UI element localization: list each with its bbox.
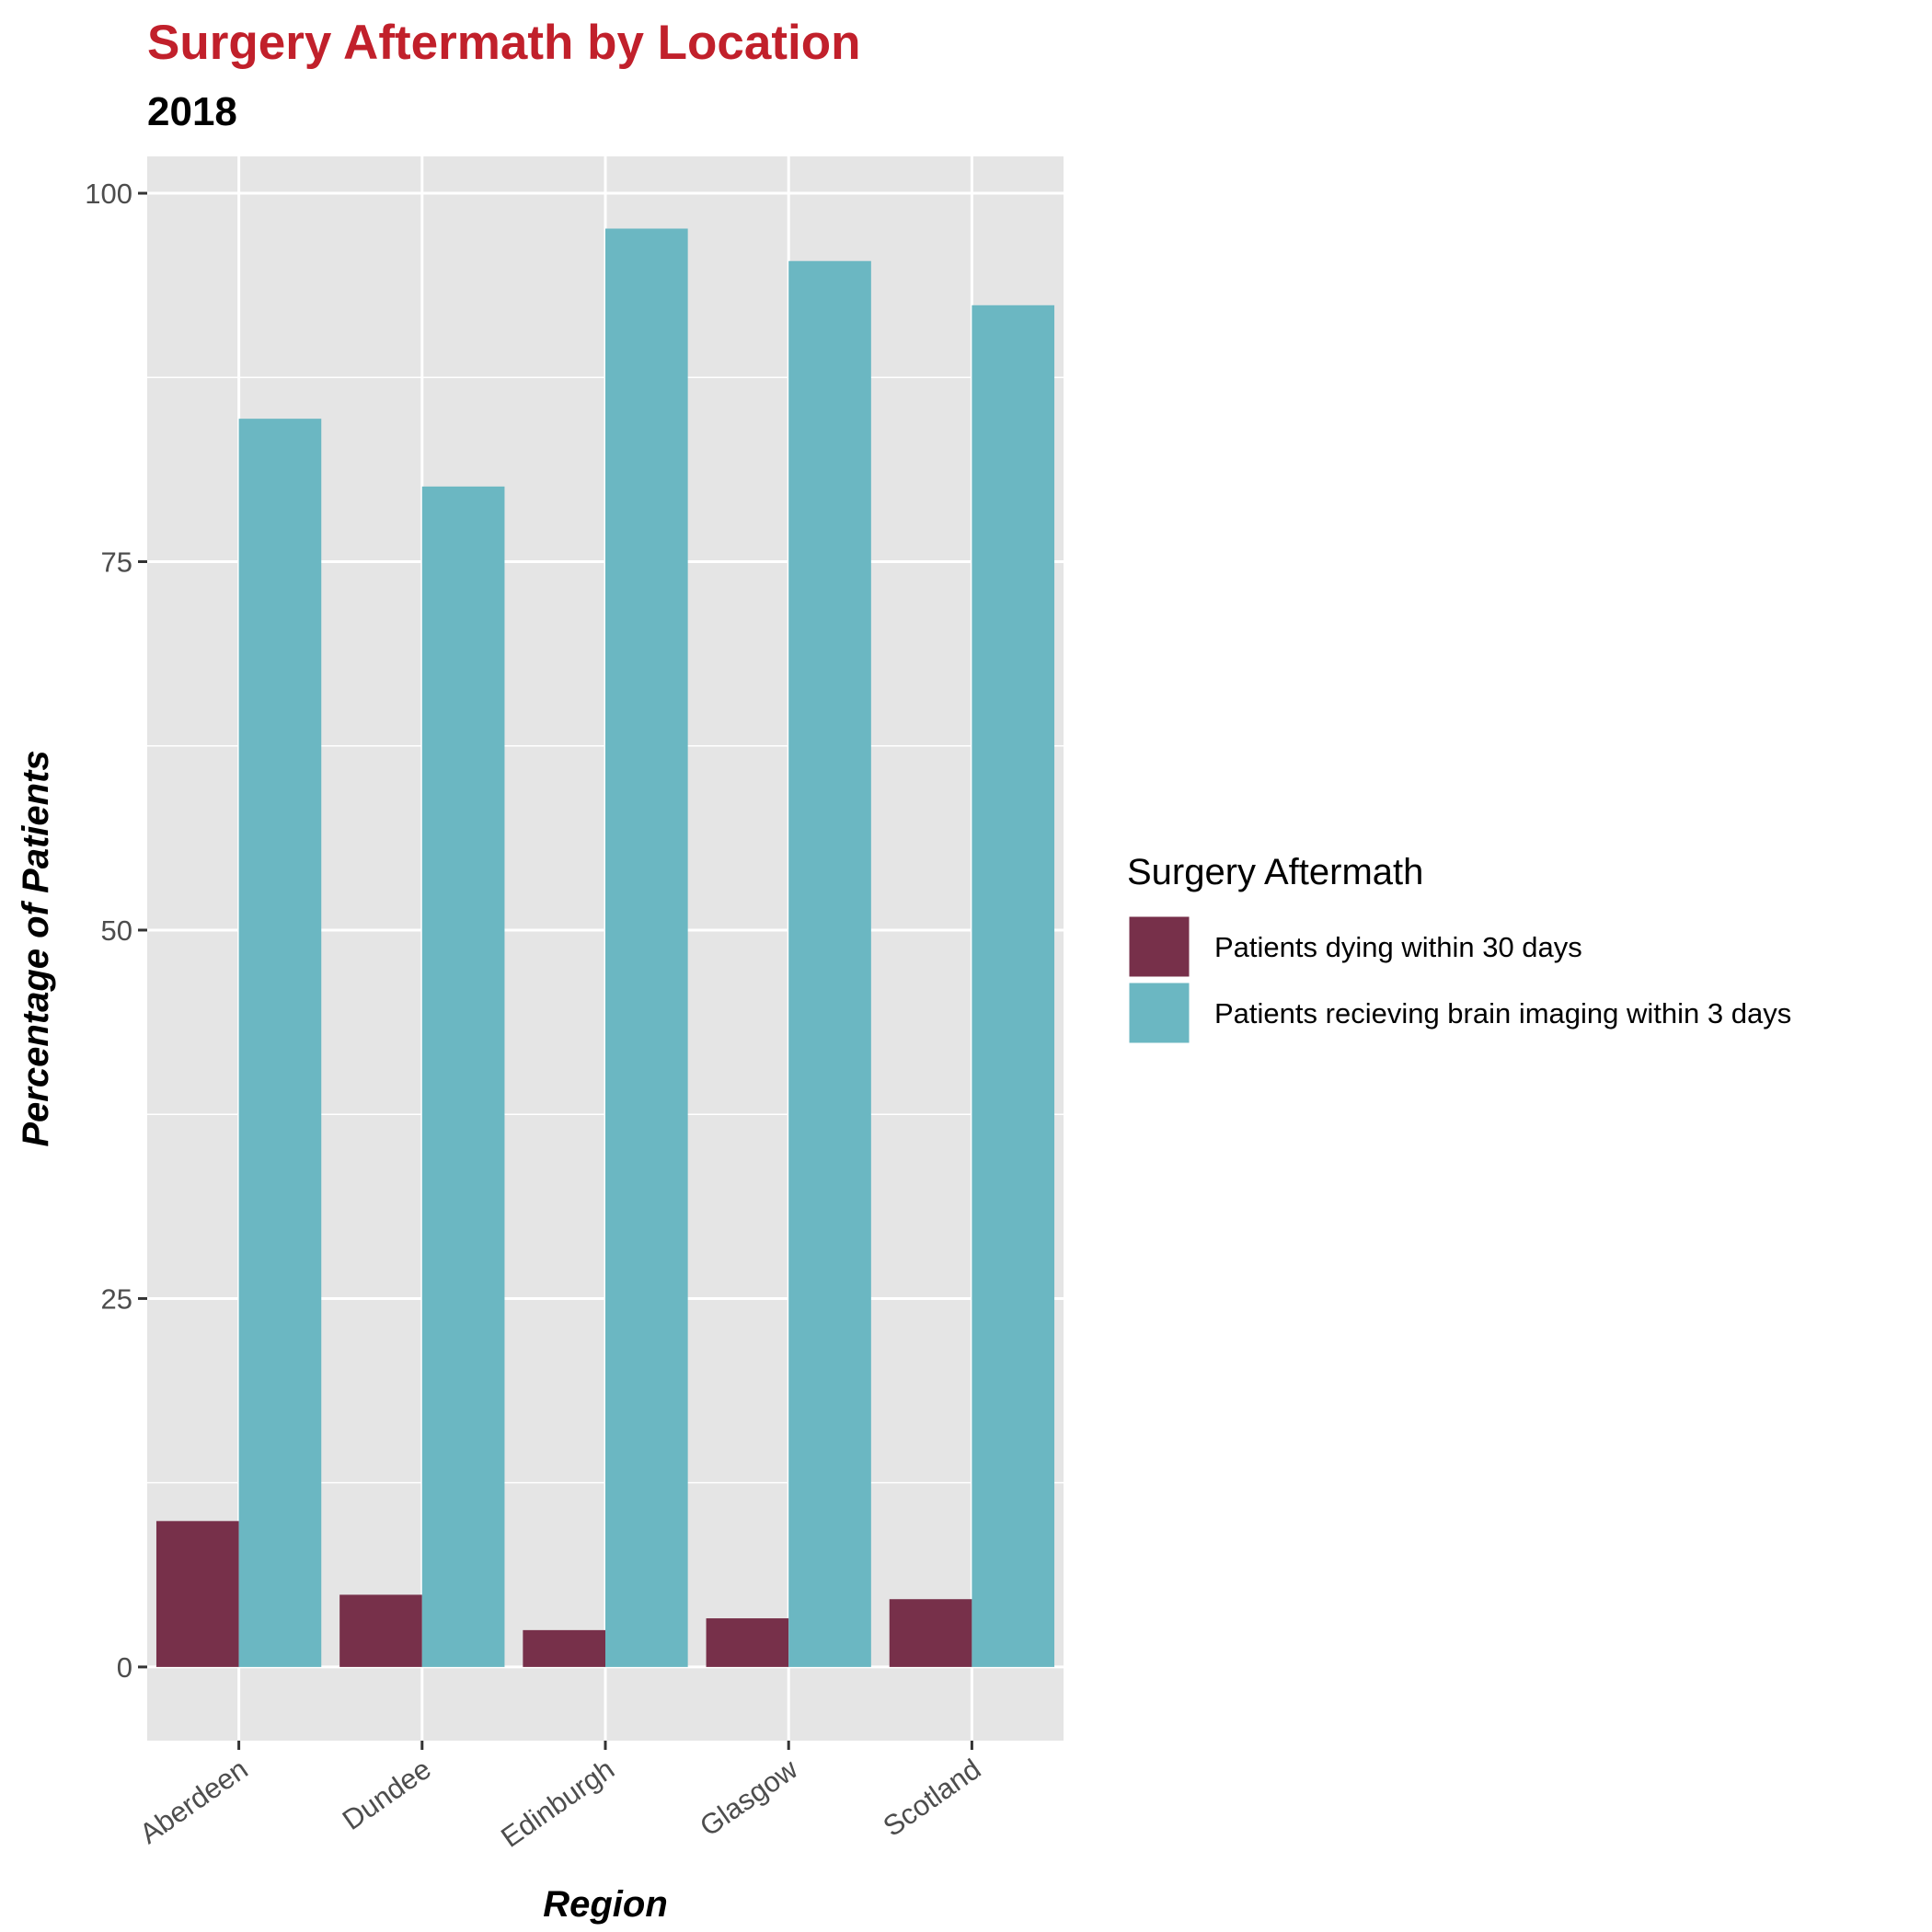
bar-aberdeen-series-1 <box>155 1521 239 1667</box>
bar-scotland-series-1 <box>889 1599 972 1667</box>
y-tick-label: 25 <box>101 1282 132 1315</box>
bar-dundee-series-2 <box>421 486 505 1667</box>
bar-edinburgh-series-2 <box>605 228 688 1667</box>
bar-dundee-series-1 <box>339 1594 422 1667</box>
bar-aberdeen-series-2 <box>238 419 322 1667</box>
x-tick-label: Glasgow <box>694 1753 803 1843</box>
bar-edinburgh-series-1 <box>523 1629 605 1667</box>
x-axis: Aberdeen Dundee Edinburgh Glasgow Scotland <box>133 1741 986 1854</box>
bar-glasgow-series-1 <box>706 1618 789 1667</box>
chart-subtitle: 2018 <box>147 89 237 134</box>
bar-glasgow-series-2 <box>788 260 871 1667</box>
legend: Surgery Aftermath Patients dying within … <box>1126 852 1791 1046</box>
legend-key-1 <box>1126 914 1192 980</box>
y-tick-label: 50 <box>101 914 132 947</box>
legend-title: Surgery Aftermath <box>1127 852 1423 892</box>
legend-key-2 <box>1126 980 1192 1046</box>
x-tick-label: Scotland <box>878 1753 987 1843</box>
x-tick-label: Dundee <box>337 1753 437 1836</box>
y-tick-label: 0 <box>117 1651 132 1684</box>
x-tick-label: Aberdeen <box>133 1753 253 1850</box>
bars <box>155 228 1055 1667</box>
legend-label-2: Patients recieving brain imaging within … <box>1214 997 1791 1029</box>
legend-label-1: Patients dying within 30 days <box>1214 931 1582 963</box>
chart-title: Surgery Aftermath by Location <box>147 16 861 70</box>
bar-scotland-series-2 <box>972 305 1055 1667</box>
y-axis: 0 25 50 75 100 <box>85 178 147 1684</box>
y-axis-title: Percentage of Patients <box>16 750 56 1146</box>
y-tick-label: 100 <box>85 178 132 210</box>
x-tick-label: Edinburgh <box>495 1753 620 1854</box>
x-axis-title: Region <box>543 1884 668 1925</box>
y-tick-label: 75 <box>101 546 132 579</box>
